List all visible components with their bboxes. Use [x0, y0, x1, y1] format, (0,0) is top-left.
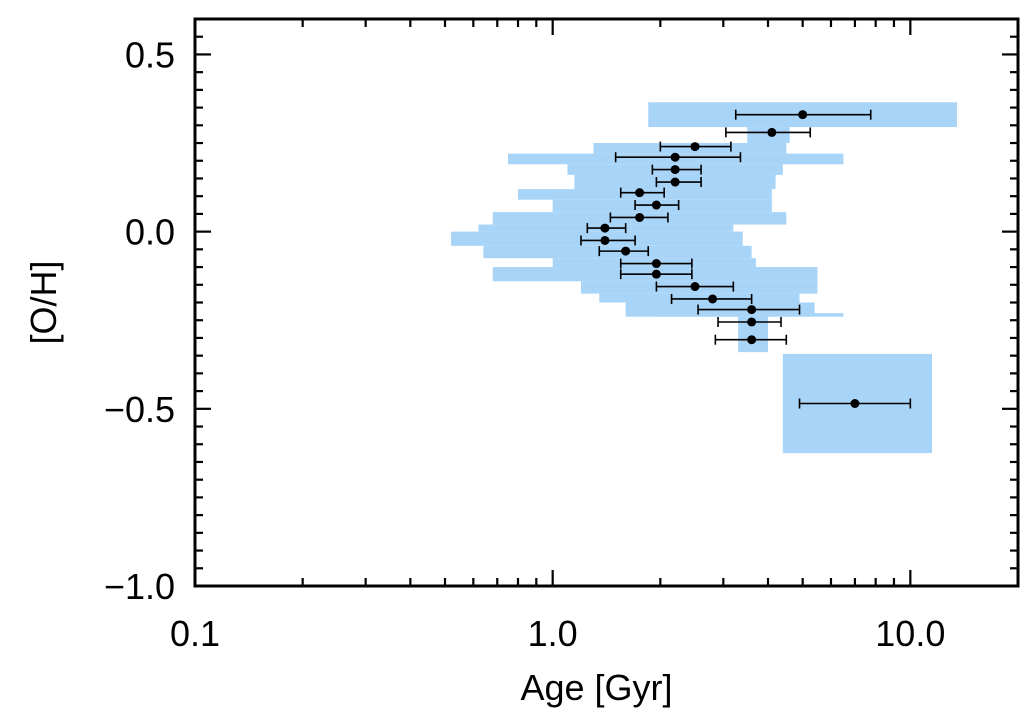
data-point-12 [651, 259, 661, 269]
region-10 [451, 231, 743, 246]
y-tick-label: −0.5 [104, 389, 175, 430]
y-tick-label: 0.5 [125, 34, 175, 75]
y-tick-label: −1.0 [104, 566, 175, 607]
data-point-11 [621, 246, 631, 256]
x-axis-label: Age [Gyr] [520, 667, 672, 708]
data-point-16 [747, 305, 757, 315]
data-point-8 [635, 212, 645, 222]
data-point-2 [690, 142, 700, 152]
data-point-14 [690, 282, 700, 292]
y-axis-label: [O/H] [23, 260, 64, 344]
data-point-7 [651, 200, 661, 210]
data-point-17 [747, 317, 757, 327]
data-point-13 [651, 269, 661, 279]
data-point-1 [767, 127, 777, 137]
data-point-19 [850, 398, 860, 408]
x-tick-labels: 0.1 1.0 10.0 [170, 613, 945, 654]
axis-ticks [193, 17, 1020, 588]
region-11 [483, 245, 752, 259]
region-7 [552, 199, 772, 213]
data-point-9 [600, 223, 610, 233]
x-tick-label: 10.0 [875, 613, 945, 654]
data-points [600, 110, 860, 408]
data-point-4 [670, 165, 680, 175]
region-18 [652, 313, 844, 317]
data-point-0 [798, 110, 808, 120]
y-tick-labels: 0.5 0.0 −0.5 −1.0 [104, 34, 175, 607]
data-point-10 [600, 235, 610, 245]
data-point-6 [635, 188, 645, 198]
x-tick-label: 1.0 [528, 613, 578, 654]
y-tick-label: 0.0 [125, 212, 175, 253]
age-metallicity-regions [451, 102, 957, 454]
region-6 [518, 189, 772, 200]
data-point-18 [747, 335, 757, 345]
x-tick-label: 0.1 [170, 613, 220, 654]
region-2 [593, 143, 787, 154]
region-15 [599, 293, 800, 303]
data-point-15 [708, 294, 718, 304]
data-point-5 [670, 177, 680, 187]
data-point-3 [670, 152, 680, 162]
